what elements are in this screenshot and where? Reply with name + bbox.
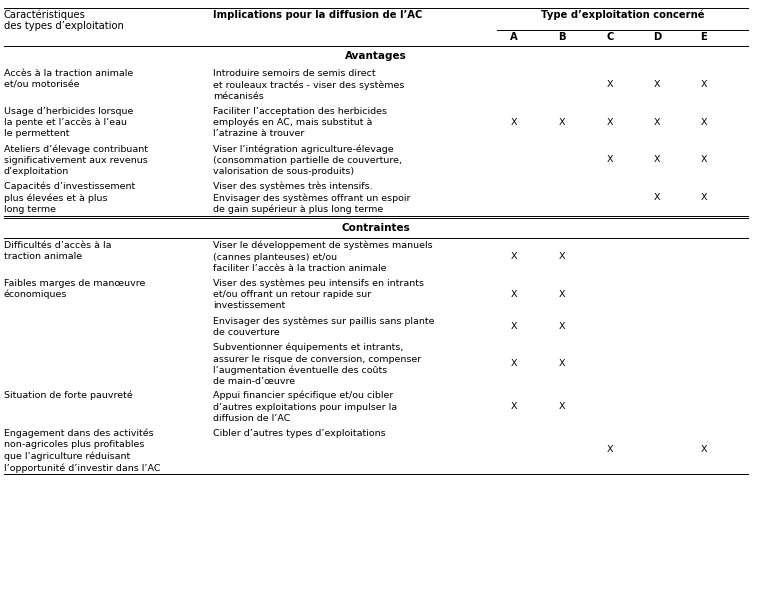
Text: X: X xyxy=(511,252,517,261)
Text: Envisager des systèmes sur paillis sans plante
de couverture: Envisager des systèmes sur paillis sans … xyxy=(213,316,435,336)
Text: A: A xyxy=(510,32,518,42)
Text: X: X xyxy=(654,80,661,89)
Text: Ateliers d’élevage contribuant
significativement aux revenus
d’exploitation: Ateliers d’élevage contribuant significa… xyxy=(4,144,148,176)
Text: E: E xyxy=(700,32,707,42)
Text: X: X xyxy=(654,118,661,126)
Text: X: X xyxy=(701,445,707,454)
Text: D: D xyxy=(653,32,661,42)
Text: X: X xyxy=(511,322,517,331)
Text: X: X xyxy=(511,290,517,299)
Text: X: X xyxy=(701,155,707,165)
Text: X: X xyxy=(559,118,566,126)
Text: X: X xyxy=(511,402,517,411)
Text: B: B xyxy=(559,32,566,42)
Text: X: X xyxy=(559,322,566,331)
Text: X: X xyxy=(511,360,517,368)
Text: Engagement dans des activités
non-agricoles plus profitables
que l’agriculture r: Engagement dans des activités non-agrico… xyxy=(4,429,160,473)
Text: X: X xyxy=(559,252,566,261)
Text: X: X xyxy=(511,118,517,126)
Text: Avantages: Avantages xyxy=(345,51,407,61)
Text: X: X xyxy=(559,402,566,411)
Text: Accès à la traction animale
et/ou motorisée: Accès à la traction animale et/ou motori… xyxy=(4,69,133,89)
Text: X: X xyxy=(701,193,707,202)
Text: Viser des systèmes peu intensifs en intrants
et/ou offrant un retour rapide sur
: Viser des systèmes peu intensifs en intr… xyxy=(213,279,424,310)
Text: Situation de forte pauvreté: Situation de forte pauvreté xyxy=(4,391,132,400)
Text: Usage d’herbicides lorsque
la pente et l’accès à l’eau
le permettent: Usage d’herbicides lorsque la pente et l… xyxy=(4,106,133,138)
Text: X: X xyxy=(559,360,566,368)
Text: Type d’exploitation concerné: Type d’exploitation concerné xyxy=(541,10,704,20)
Text: des types d’exploitation: des types d’exploitation xyxy=(4,21,124,31)
Text: Capacités d’investissement
plus élevées et à plus
long terme: Capacités d’investissement plus élevées … xyxy=(4,182,136,214)
Text: Subventionner équipements et intrants,
assurer le risque de conversion, compense: Subventionner équipements et intrants, a… xyxy=(213,343,421,386)
Text: X: X xyxy=(607,445,613,454)
Text: Viser des systèmes très intensifs.
Envisager des systèmes offrant un espoir
de g: Viser des systèmes très intensifs. Envis… xyxy=(213,182,411,214)
Text: X: X xyxy=(607,118,613,126)
Text: X: X xyxy=(654,193,661,202)
Text: Caractéristiques: Caractéristiques xyxy=(4,10,86,20)
Text: X: X xyxy=(701,118,707,126)
Text: Contraintes: Contraintes xyxy=(342,223,411,233)
Text: Viser le développement de systèmes manuels
(cannes planteuses) et/ou
faciliter l: Viser le développement de systèmes manue… xyxy=(213,241,432,273)
Text: X: X xyxy=(701,80,707,89)
Text: Implications pour la diffusion de l’AC: Implications pour la diffusion de l’AC xyxy=(213,10,422,20)
Text: X: X xyxy=(607,155,613,165)
Text: Faciliter l’acceptation des herbicides
employés en AC, mais substitut à
l’atrazi: Faciliter l’acceptation des herbicides e… xyxy=(213,106,387,138)
Text: Introduire semoirs de semis direct
et rouleaux tractés - viser des systèmes
méca: Introduire semoirs de semis direct et ro… xyxy=(213,69,404,101)
Text: X: X xyxy=(607,80,613,89)
Text: Viser l’intégration agriculture-élevage
(consommation partielle de couverture,
v: Viser l’intégration agriculture-élevage … xyxy=(213,144,402,176)
Text: Faibles marges de manœuvre
économiques: Faibles marges de manœuvre économiques xyxy=(4,279,146,299)
Text: Cibler d’autres types d’exploitations: Cibler d’autres types d’exploitations xyxy=(213,429,386,438)
Text: Difficultés d’accès à la
traction animale: Difficultés d’accès à la traction animal… xyxy=(4,241,111,261)
Text: X: X xyxy=(559,290,566,299)
Text: Appui financier spécifique et/ou cibler
d’autres exploitations pour impulser la
: Appui financier spécifique et/ou cibler … xyxy=(213,391,397,422)
Text: X: X xyxy=(654,155,661,165)
Text: C: C xyxy=(606,32,614,42)
